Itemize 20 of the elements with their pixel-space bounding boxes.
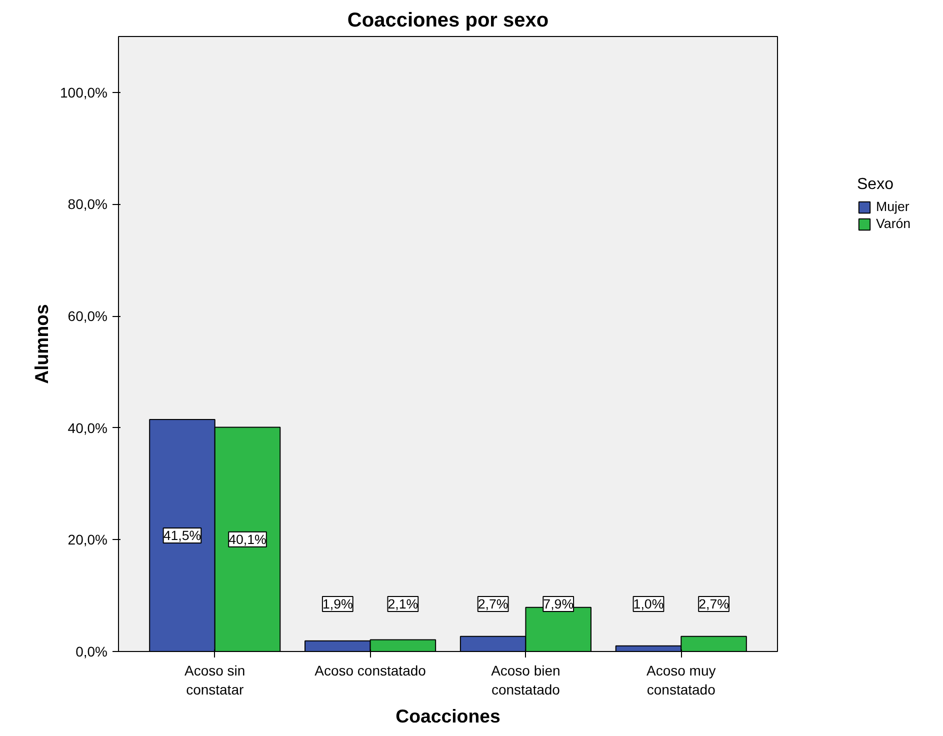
data-label: 2,7% — [478, 596, 508, 612]
chart-title: Coacciones por sexo — [347, 10, 549, 32]
x-tick-label: Acoso constatado — [314, 662, 426, 678]
legend-label: Varón — [876, 216, 911, 231]
y-tick-label: 20,0% — [68, 532, 108, 548]
x-tick-label: Acoso sin constatar — [184, 662, 246, 698]
y-tick-label: 0,0% — [76, 644, 108, 660]
x-tick-label: Acoso muy constatado — [646, 662, 716, 698]
data-label: 2,7% — [698, 596, 730, 612]
y-tick-label: 100,0% — [60, 84, 108, 100]
y-tick-label: 40,0% — [68, 420, 108, 436]
y-axis-title: Alumnos — [31, 304, 52, 384]
data-label: 1,9% — [322, 596, 353, 612]
legend-label: Mujer — [876, 199, 910, 214]
data-label: 40,1% — [228, 532, 267, 547]
legend-title: Sexo — [857, 176, 894, 194]
y-tick-label: 60,0% — [68, 308, 108, 324]
x-tick-label: Acoso bien constatado — [491, 662, 560, 698]
x-axis-title: Coacciones — [396, 706, 500, 727]
y-tick-label: 80,0% — [68, 196, 108, 212]
